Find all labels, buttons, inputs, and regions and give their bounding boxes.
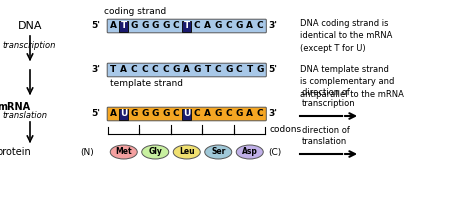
Text: mRNA: mRNA	[0, 102, 30, 112]
Bar	[119, 109, 128, 120]
Text: C: C	[257, 109, 264, 118]
Text: A: A	[246, 109, 253, 118]
Text: C: C	[236, 66, 243, 74]
Text: G: G	[173, 66, 180, 74]
Text: coding strand: coding strand	[104, 8, 166, 16]
Text: G: G	[236, 109, 243, 118]
Text: 3': 3'	[268, 22, 277, 30]
Ellipse shape	[142, 145, 169, 159]
Text: G: G	[162, 109, 169, 118]
Text: G: G	[152, 109, 159, 118]
Text: T: T	[110, 66, 117, 74]
Text: G: G	[130, 22, 138, 30]
Text: DNA coding strand is
identical to the mRNA
(except T for U): DNA coding strand is identical to the mR…	[300, 19, 392, 53]
Text: T: T	[246, 66, 253, 74]
Text: A: A	[246, 22, 253, 30]
Text: (C): (C)	[268, 148, 282, 156]
Text: U: U	[120, 109, 128, 118]
Text: C: C	[194, 22, 201, 30]
Text: transcription: transcription	[2, 42, 55, 50]
Text: C: C	[173, 22, 180, 30]
Text: codons: codons	[270, 126, 301, 134]
Text: 5': 5'	[268, 66, 277, 74]
Bar	[182, 21, 191, 31]
Ellipse shape	[236, 145, 263, 159]
Text: (N): (N)	[80, 148, 94, 156]
Text: A: A	[120, 66, 127, 74]
Text: Met: Met	[116, 148, 132, 156]
Text: G: G	[256, 66, 264, 74]
Text: DNA: DNA	[18, 21, 42, 31]
FancyBboxPatch shape	[107, 19, 266, 33]
Text: C: C	[173, 109, 180, 118]
Text: A: A	[183, 66, 190, 74]
Text: C: C	[226, 22, 232, 30]
FancyBboxPatch shape	[107, 63, 266, 77]
Text: 5': 5'	[91, 22, 100, 30]
Text: C: C	[226, 109, 232, 118]
Text: template strand: template strand	[110, 80, 183, 89]
Text: A: A	[110, 109, 117, 118]
Text: G: G	[236, 22, 243, 30]
Ellipse shape	[173, 145, 200, 159]
Text: G: G	[152, 22, 159, 30]
Text: G: G	[215, 22, 222, 30]
Text: T: T	[120, 22, 127, 30]
Text: T: T	[205, 66, 211, 74]
Text: direction of
translation: direction of translation	[302, 126, 350, 146]
Text: U: U	[183, 109, 191, 118]
Text: G: G	[130, 109, 138, 118]
Text: protein: protein	[0, 147, 31, 157]
Text: C: C	[131, 66, 137, 74]
Text: 3': 3'	[91, 66, 100, 74]
Text: C: C	[141, 66, 148, 74]
Text: translation: translation	[2, 111, 47, 121]
Text: 3': 3'	[268, 109, 277, 118]
Bar	[119, 21, 128, 31]
Text: G: G	[162, 22, 169, 30]
Text: direction of
transcription: direction of transcription	[302, 88, 356, 108]
Text: G: G	[193, 66, 201, 74]
Text: 5': 5'	[91, 109, 100, 118]
Text: Gly: Gly	[148, 148, 162, 156]
Text: DNA template strand
is complementary and
antiparallel to the mRNA: DNA template strand is complementary and…	[300, 65, 404, 99]
Text: G: G	[225, 66, 232, 74]
Bar	[182, 109, 191, 120]
Text: C: C	[152, 66, 159, 74]
Ellipse shape	[110, 145, 137, 159]
Text: Asp: Asp	[242, 148, 258, 156]
FancyBboxPatch shape	[107, 107, 266, 121]
Text: C: C	[215, 66, 221, 74]
Text: G: G	[141, 109, 148, 118]
Text: A: A	[204, 109, 211, 118]
Ellipse shape	[205, 145, 232, 159]
Text: T: T	[183, 22, 190, 30]
Text: C: C	[194, 109, 201, 118]
Text: A: A	[110, 22, 117, 30]
Text: Leu: Leu	[179, 148, 194, 156]
Text: Ser: Ser	[211, 148, 226, 156]
Text: A: A	[204, 22, 211, 30]
Text: C: C	[257, 22, 264, 30]
Text: C: C	[163, 66, 169, 74]
Text: G: G	[141, 22, 148, 30]
Text: G: G	[215, 109, 222, 118]
